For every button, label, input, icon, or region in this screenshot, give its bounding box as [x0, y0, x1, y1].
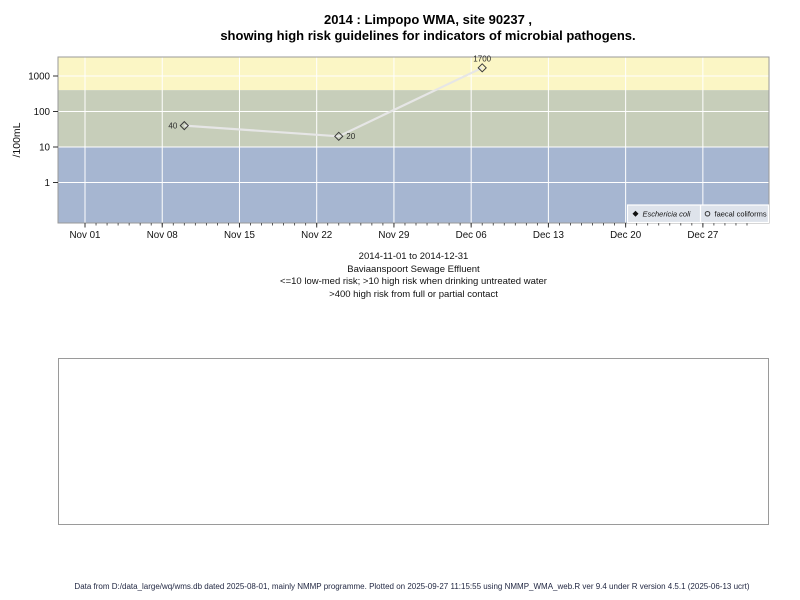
legend-box — [626, 204, 770, 224]
caption-site-name: Baviaanspoort Sewage Effluent — [347, 263, 480, 275]
legend-label: Eschericia coli — [643, 210, 691, 219]
data-point-marker — [334, 131, 344, 142]
data-point-label: 40 — [168, 121, 177, 130]
risk-band-high-risk-drinking-untreated — [58, 90, 769, 147]
microbial-risk-chart: 1 10 100 1000 Nov 01 Nov 08 Nov 15 Nov 22 Nov 29… — [11, 54, 770, 241]
legend-filled-diamond-icon — [632, 210, 639, 217]
risk-band-high-risk-full-or-partial-contact — [58, 57, 769, 91]
chart-title: 2014 : Limpopo WMA, site 90237 , showing… — [0, 12, 800, 44]
x-tick-label: Dec 20 — [610, 230, 642, 241]
data-point-label: 20 — [346, 132, 355, 141]
y-tick-label: 10 — [39, 142, 50, 153]
x-tick-label: Nov 15 — [224, 230, 256, 241]
chart-caption: 2014-11-01 to 2014-12-31 Baviaanspoort S… — [58, 251, 769, 301]
y-tick-label: 1000 — [28, 71, 50, 82]
notes-box — [58, 358, 769, 525]
chart-title-line1: 2014 : Limpopo WMA, site 90237 , — [323, 12, 533, 27]
y-tick-label: 1 — [45, 178, 50, 189]
legend-open-circle-icon — [704, 210, 711, 217]
data-point-marker — [477, 63, 487, 73]
x-tick-label: Dec 13 — [533, 230, 565, 241]
footer-provenance-text: Data from D:/data_large/wq/wms.db dated … — [74, 582, 750, 591]
data-point-label: 1700 — [473, 54, 491, 63]
data-point-marker — [179, 120, 190, 131]
x-tick-label: Dec 06 — [456, 230, 488, 241]
chart-title-line2: showing high risk guidelines for indicat… — [220, 28, 636, 43]
x-tick-label: Nov 22 — [301, 230, 332, 241]
caption-risk-note-2: >400 high risk from full or partial cont… — [329, 288, 498, 300]
y-tick-label: 100 — [34, 107, 51, 118]
caption-date-range: 2014-11-01 to 2014-12-31 — [358, 251, 469, 262]
x-tick-label: Dec 27 — [687, 230, 718, 241]
x-tick-label: Nov 01 — [69, 230, 100, 241]
y-axis-label: /100mL — [11, 122, 23, 157]
x-tick-label: Nov 29 — [378, 230, 409, 241]
series-line-faecal-coliforms — [184, 66, 483, 138]
legend-label: faecal coliforms — [715, 210, 767, 219]
x-tick-label: Nov 08 — [147, 230, 179, 241]
caption-risk-note-1: <=10 low-med risk; >10 high risk when dr… — [280, 276, 547, 287]
panel-border — [57, 56, 770, 224]
